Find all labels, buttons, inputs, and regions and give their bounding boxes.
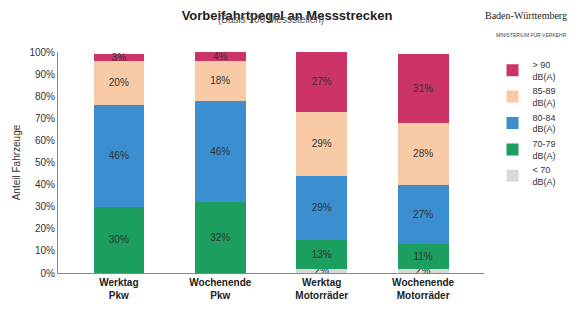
svg-text:WochenendeMotorräder: WochenendeMotorräder bbox=[392, 277, 454, 301]
svg-text:27%: 27% bbox=[312, 76, 332, 87]
svg-text:4%: 4% bbox=[213, 51, 228, 62]
svg-text:70%: 70% bbox=[35, 113, 55, 124]
svg-text:29%: 29% bbox=[312, 202, 332, 213]
svg-text:90%: 90% bbox=[35, 69, 55, 80]
svg-text:85-89dB(A): 85-89dB(A) bbox=[533, 86, 556, 108]
svg-text:10%: 10% bbox=[35, 245, 55, 256]
svg-text:MINISTERIUM FÜR VERKEHR: MINISTERIUM FÜR VERKEHR bbox=[496, 32, 567, 38]
svg-text:40%: 40% bbox=[35, 179, 55, 190]
svg-text:32%: 32% bbox=[210, 232, 230, 243]
svg-text:70-79dB(A): 70-79dB(A) bbox=[533, 139, 556, 161]
svg-text:WerktagPkw: WerktagPkw bbox=[99, 277, 138, 301]
svg-text:11%: 11% bbox=[413, 251, 432, 262]
svg-text:2%: 2% bbox=[416, 265, 431, 276]
svg-text:0%: 0% bbox=[41, 268, 56, 279]
svg-text:Baden-Württemberg: Baden-Württemberg bbox=[485, 10, 567, 21]
svg-text:30%: 30% bbox=[35, 201, 55, 212]
svg-text:27%: 27% bbox=[413, 209, 433, 220]
svg-text:29%: 29% bbox=[312, 138, 332, 149]
svg-text:46%: 46% bbox=[210, 146, 230, 157]
svg-text:80%: 80% bbox=[35, 91, 55, 102]
svg-text:50%: 50% bbox=[35, 157, 55, 168]
svg-text:20%: 20% bbox=[35, 223, 55, 234]
svg-text:100%: 100% bbox=[29, 47, 55, 58]
svg-text:WochenendePkw: WochenendePkw bbox=[189, 277, 251, 301]
svg-text:Vorbeifahrtpegel an Messstreck: Vorbeifahrtpegel an Messstrecken bbox=[182, 8, 393, 23]
svg-text:20%: 20% bbox=[109, 77, 129, 88]
svg-text:28%: 28% bbox=[413, 148, 433, 159]
svg-text:18%: 18% bbox=[210, 75, 230, 86]
svg-text:30%: 30% bbox=[109, 234, 129, 245]
svg-text:46%: 46% bbox=[109, 150, 129, 161]
svg-text:< 70dB(A): < 70dB(A) bbox=[533, 165, 556, 187]
svg-text:2%: 2% bbox=[314, 265, 329, 276]
svg-text:> 90dB(A): > 90dB(A) bbox=[533, 60, 556, 82]
svg-text:(Basis 100 Messstellen): (Basis 100 Messstellen) bbox=[218, 14, 324, 25]
svg-text:WerktagMotorräder: WerktagMotorräder bbox=[295, 277, 348, 301]
svg-text:Anteil Fahrzeuge: Anteil Fahrzeuge bbox=[11, 124, 22, 200]
svg-text:60%: 60% bbox=[35, 135, 55, 146]
svg-text:80-84dB(A): 80-84dB(A) bbox=[533, 113, 556, 135]
svg-text:3%: 3% bbox=[112, 52, 127, 63]
svg-text:31%: 31% bbox=[413, 83, 433, 94]
svg-text:13%: 13% bbox=[312, 249, 332, 260]
